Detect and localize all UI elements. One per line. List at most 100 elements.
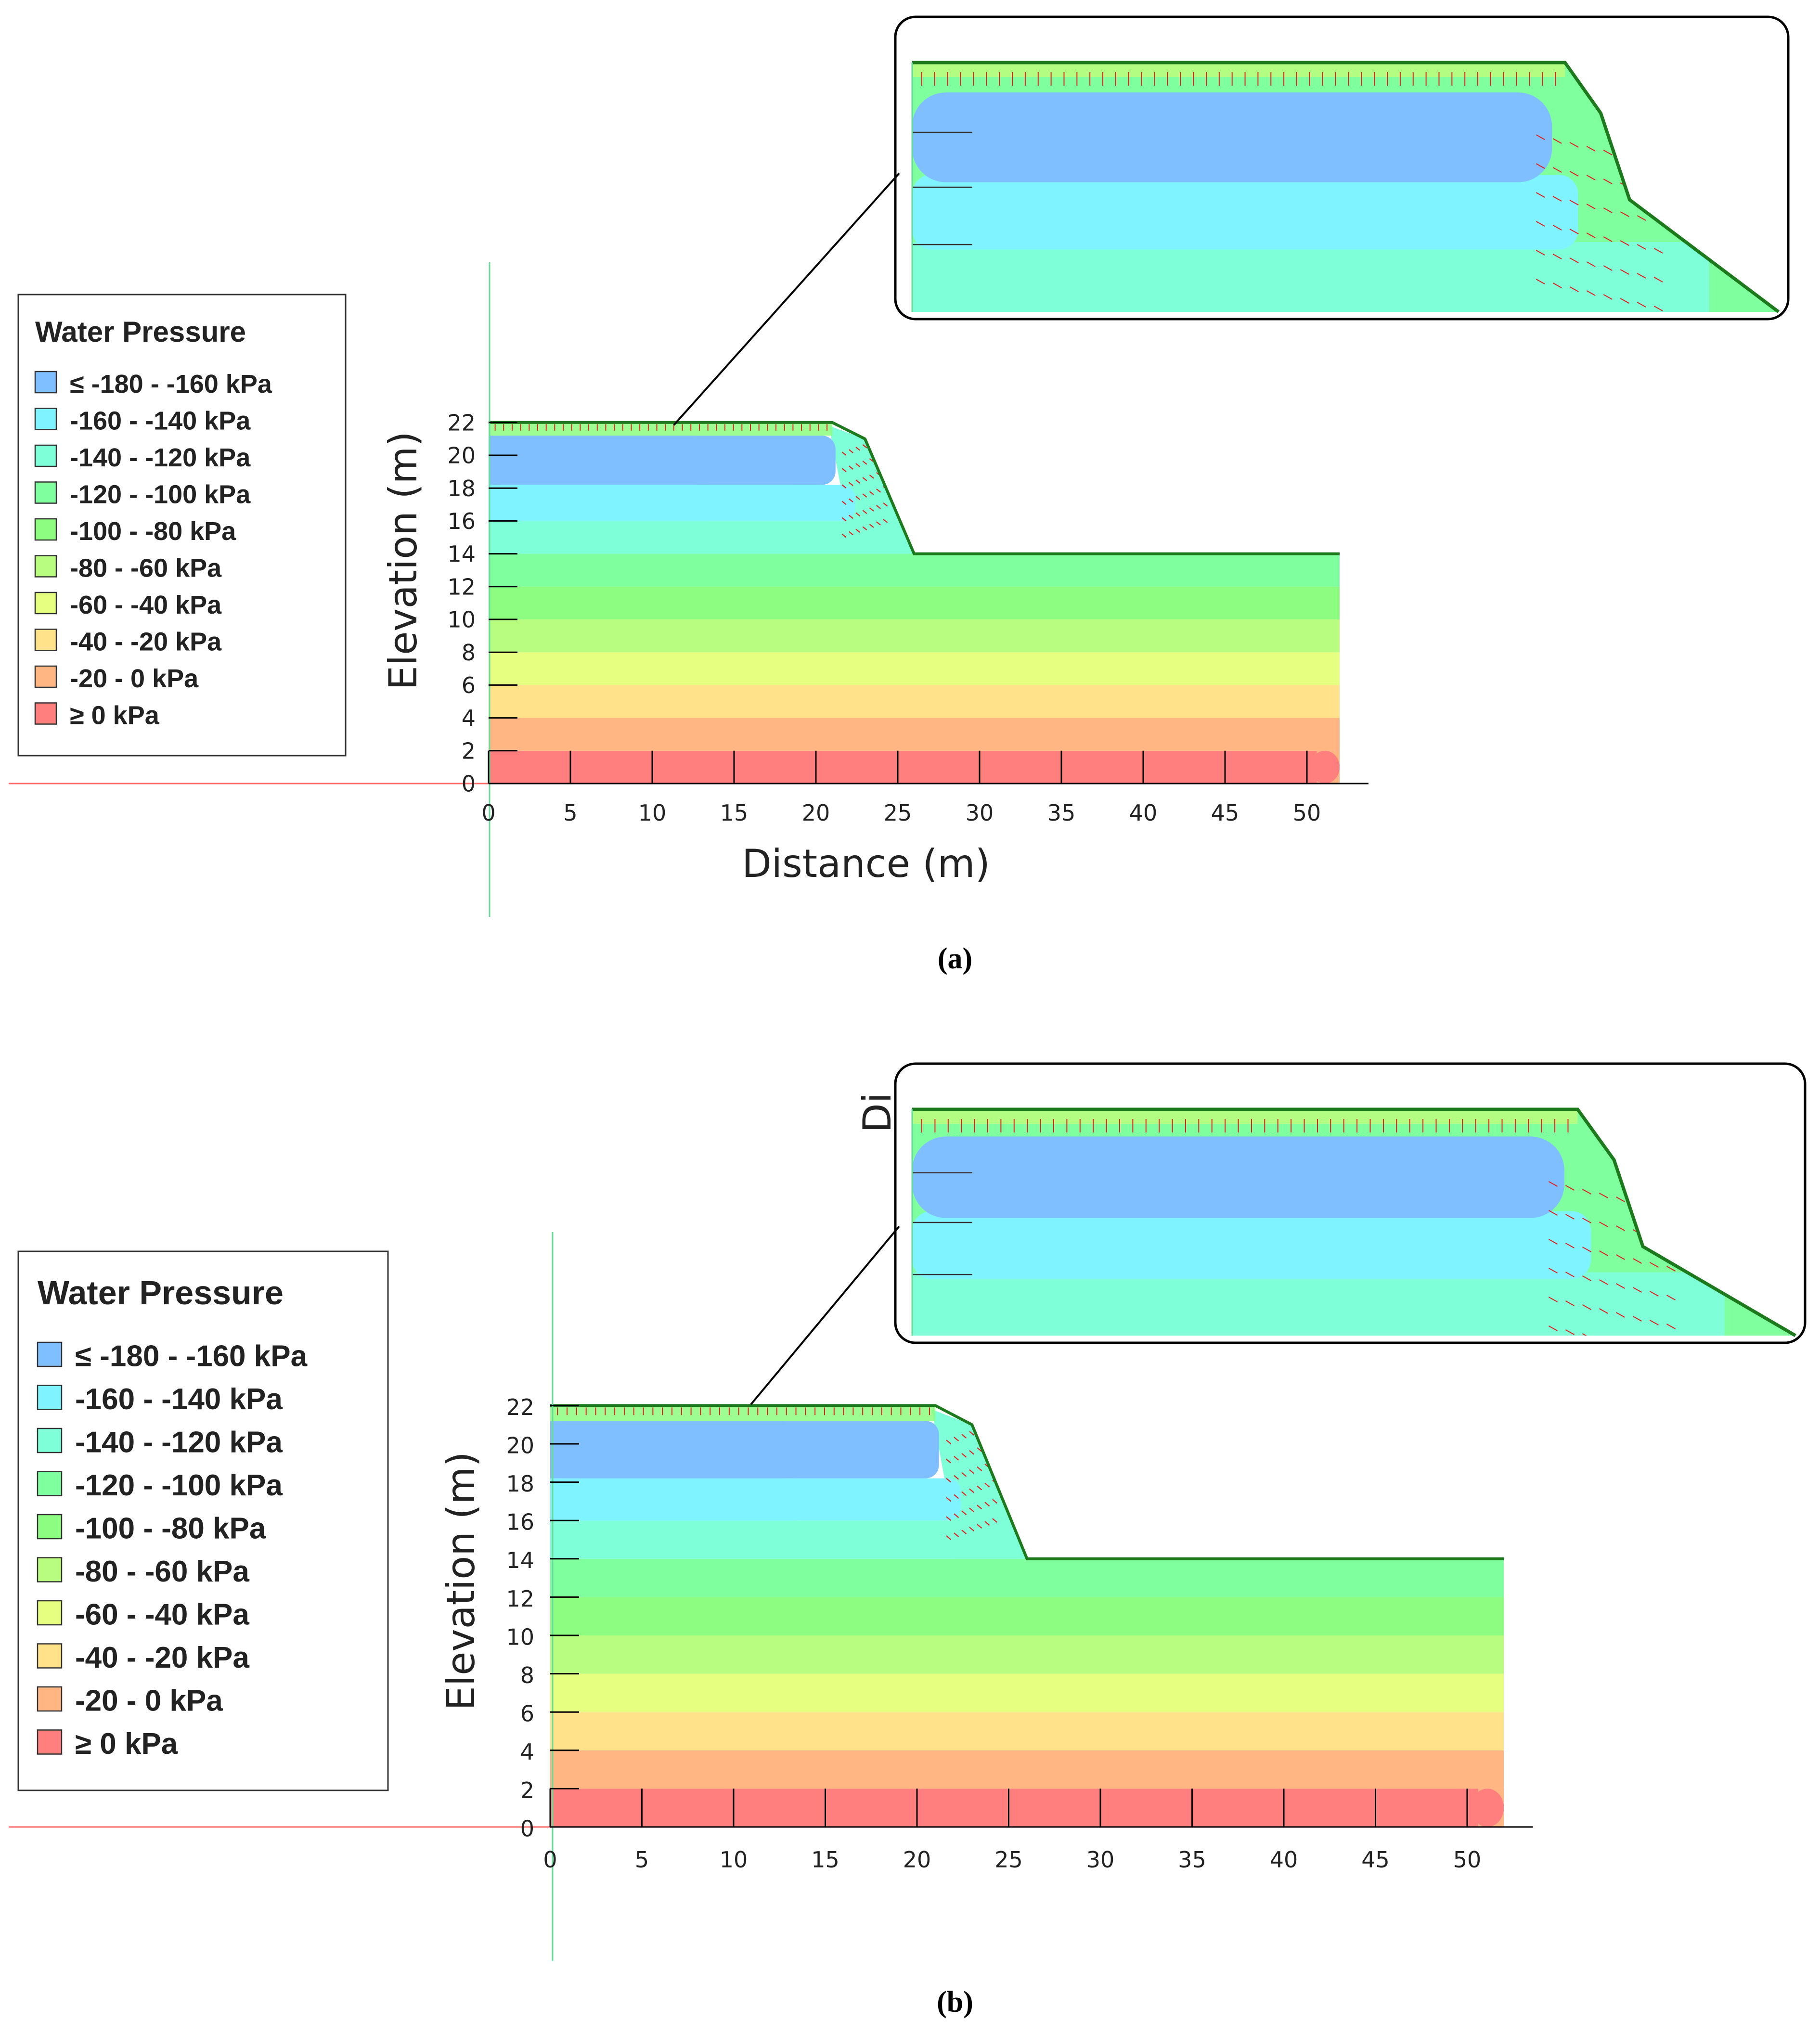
x-tick-label: 50 (1293, 800, 1321, 826)
legend-swatch (37, 1514, 63, 1540)
inset-vector (1586, 204, 1596, 209)
legend-label: -100 - -80 kPa (75, 1512, 266, 1545)
flow-vector (855, 463, 861, 467)
inset-vector (1552, 225, 1562, 231)
flow-vector (869, 458, 874, 463)
flow-vector (984, 1502, 990, 1507)
inset-vector (1603, 179, 1613, 184)
inset-vector (1599, 1250, 1608, 1256)
y-tick-label: 22 (447, 410, 476, 436)
inset-vector (1599, 1222, 1608, 1227)
flow-vector (883, 453, 888, 458)
inset-vector (1565, 1243, 1575, 1248)
flow-vector (855, 447, 861, 451)
inset-vector (1552, 196, 1562, 202)
flow-vector (954, 1532, 959, 1537)
flow-vector (992, 1441, 998, 1446)
ground-surface (550, 1404, 1504, 1560)
flow-vector (984, 1521, 990, 1526)
inset-vector (1616, 1196, 1625, 1202)
contour-corner (1310, 750, 1340, 784)
flow-vector (969, 1469, 975, 1474)
y-tick-label: 16 (447, 508, 476, 534)
contour-band (489, 485, 709, 521)
inset-vector (1650, 1349, 1659, 1354)
y-tick-label: 10 (447, 607, 476, 633)
y-tick-label: 20 (506, 1432, 534, 1458)
x-tick-label: 0 (481, 800, 495, 826)
clipped-axis-text: Di (855, 1093, 900, 1133)
contour-band (550, 1421, 784, 1479)
flow-vector (961, 1434, 967, 1439)
flow-vector (961, 1472, 967, 1477)
x-tick-label: 5 (563, 800, 577, 826)
contour-band (489, 718, 1340, 751)
y-tick-label: 10 (506, 1624, 534, 1650)
flow-vector (954, 1513, 959, 1518)
flow-vector (862, 444, 867, 449)
flow-vector (992, 1518, 998, 1523)
flow-vector (848, 514, 853, 519)
inset-vector (1582, 1247, 1591, 1252)
inset-vector (1666, 1324, 1676, 1329)
inset-vector (1565, 1185, 1575, 1191)
contour-field (489, 422, 1340, 784)
flow-vector (869, 475, 874, 479)
y-tick-label: 4 (462, 705, 476, 731)
x-tick-label: 35 (1178, 1847, 1206, 1873)
inset-vector (1582, 1333, 1591, 1336)
inset-vector (1565, 1272, 1575, 1277)
legend-swatch (34, 555, 57, 578)
inset-vector (1667, 1353, 1676, 1358)
inset-view (894, 1062, 1807, 1358)
legend-box (17, 1250, 389, 1791)
flow-vector (977, 1447, 982, 1452)
x-tick-label: 15 (720, 800, 749, 826)
x-tick-label: 45 (1211, 800, 1239, 826)
x-tick-label: 15 (811, 1847, 839, 1873)
contour-corner (1471, 1788, 1504, 1827)
inset-vector (1586, 175, 1596, 180)
legend-label: ≤ -180 - -160 kPa (75, 1340, 308, 1373)
inset-vector (1650, 1204, 1659, 1210)
flow-vector (984, 1444, 990, 1449)
contour-band (550, 1750, 1504, 1789)
inset-vector (1653, 161, 1663, 167)
inset-vector (1666, 1237, 1676, 1243)
inset-vector (1549, 1181, 1558, 1187)
flow-vector (848, 465, 853, 470)
inset-ground-surface (912, 61, 1780, 313)
inset-vector (1603, 236, 1613, 242)
inset-vector (1569, 171, 1579, 177)
flow-vector (876, 489, 881, 493)
flow-vector (954, 1437, 959, 1441)
flow-vector (841, 451, 847, 456)
inset-vector (1620, 269, 1629, 275)
x-tick-label: 10 (638, 800, 667, 826)
legend-label: -20 - 0 kPa (75, 1685, 223, 1718)
inset-vector (1569, 200, 1579, 206)
flow-vector (862, 526, 867, 531)
flow-vector (848, 498, 853, 503)
inset-vector (1565, 1214, 1575, 1220)
legend-swatch (37, 1600, 63, 1626)
inset-vector (1552, 283, 1562, 288)
x-tick-label: 20 (802, 800, 830, 826)
y-tick-label: 14 (447, 541, 476, 567)
inset-vector (1633, 1258, 1642, 1264)
inset-vector (1616, 1312, 1625, 1318)
flow-vector (848, 482, 853, 486)
inset-vector (1616, 1283, 1625, 1289)
contour-band (550, 1788, 1504, 1827)
inset-vector (1586, 232, 1596, 238)
flow-vector (961, 1453, 967, 1458)
flow-vector (848, 531, 853, 536)
flow-vector (869, 524, 874, 528)
legend-label: -60 - -40 kPa (70, 591, 222, 619)
flow-vector (946, 1440, 952, 1444)
contour-band (550, 1673, 1504, 1712)
inset-band (912, 1136, 1564, 1218)
legend-swatch (34, 371, 57, 394)
inset-vector (1569, 257, 1579, 263)
legend-swatch (34, 444, 57, 467)
